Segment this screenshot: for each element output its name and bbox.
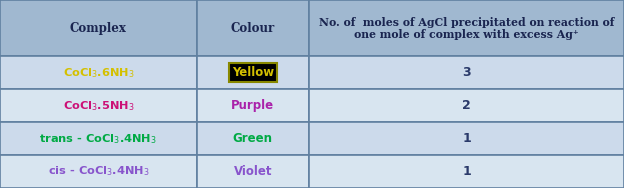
Bar [0, 122, 197, 155]
Text: Violet: Violet [233, 165, 272, 178]
Text: CoCl$_3$.5NH$_3$: CoCl$_3$.5NH$_3$ [62, 99, 134, 113]
Text: Purple: Purple [231, 99, 275, 112]
Bar [197, 0, 309, 56]
Bar [197, 122, 309, 155]
Bar [197, 155, 309, 188]
Bar [309, 122, 624, 155]
Bar [197, 56, 309, 89]
Text: Colour: Colour [231, 22, 275, 35]
Text: trans - CoCl$_3$.4NH$_3$: trans - CoCl$_3$.4NH$_3$ [39, 132, 157, 146]
Text: one mole of complex with excess Ag⁺: one mole of complex with excess Ag⁺ [354, 29, 578, 39]
Text: cis - CoCl$_3$.4NH$_3$: cis - CoCl$_3$.4NH$_3$ [47, 165, 149, 178]
Bar [309, 0, 624, 56]
Bar [0, 56, 197, 89]
Bar [309, 89, 624, 122]
Text: Complex: Complex [70, 22, 127, 35]
Bar [197, 89, 309, 122]
Bar [0, 155, 197, 188]
Bar [309, 56, 624, 89]
Text: 2: 2 [462, 99, 471, 112]
Text: 1: 1 [462, 132, 471, 145]
Text: CoCl$_3$.6NH$_3$: CoCl$_3$.6NH$_3$ [62, 66, 134, 80]
Bar [0, 89, 197, 122]
Text: 3: 3 [462, 66, 470, 79]
Text: No. of  moles of AgCl precipitated on reaction of: No. of moles of AgCl precipitated on rea… [319, 17, 614, 28]
Text: 1: 1 [462, 165, 471, 178]
Bar [309, 155, 624, 188]
Text: Yellow: Yellow [232, 66, 274, 79]
Bar [0, 0, 197, 56]
Text: Green: Green [233, 132, 273, 145]
